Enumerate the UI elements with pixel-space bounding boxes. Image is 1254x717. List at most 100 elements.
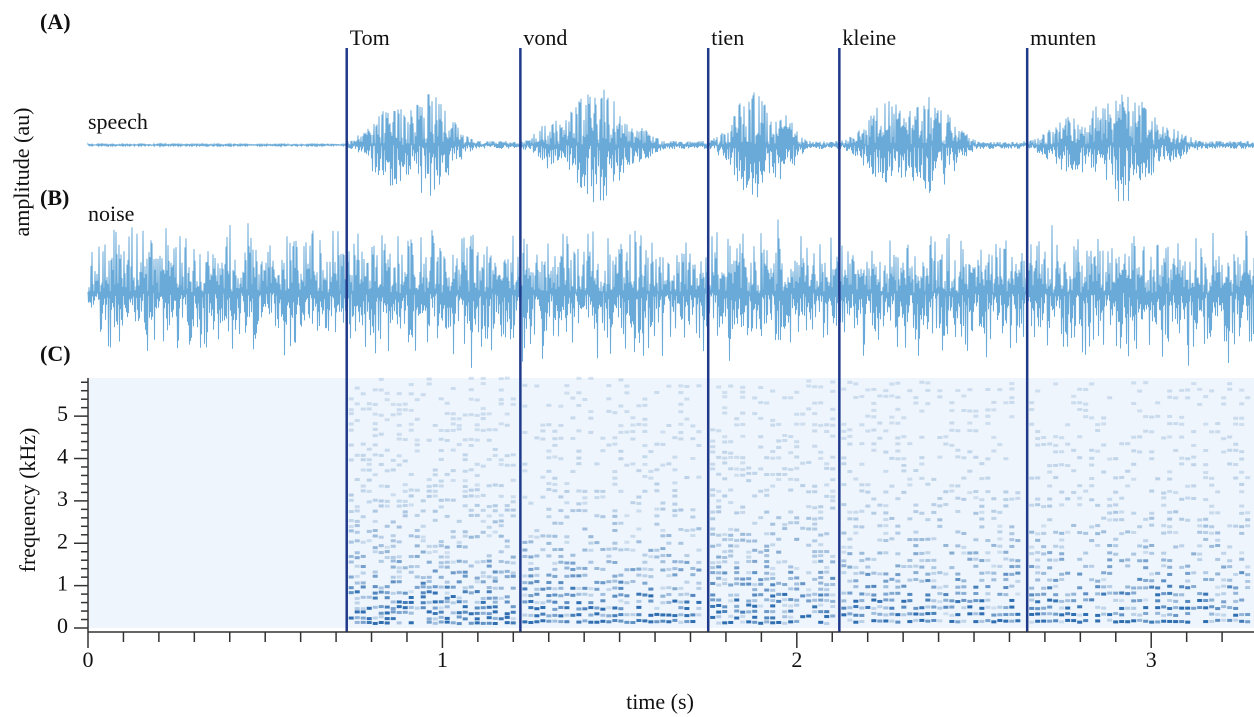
spectrogram-cell [1233,613,1239,617]
spectrogram-cell [618,573,624,577]
spectrogram-cell [480,508,486,512]
spectrogram-cell [1203,449,1209,453]
spectrogram-cell [660,619,666,623]
noise-waveform [87,219,1254,368]
spectrogram-cell [672,599,678,603]
spectrogram-cell [534,384,540,388]
spectrogram-cell [907,389,913,393]
spectrogram-cell [734,511,740,515]
spectrogram-cell [758,516,764,520]
spectrogram-cell [630,613,636,617]
spectrogram-cell [794,466,800,470]
spectrogram-cell [444,472,450,476]
spectrogram-cell [510,514,516,518]
spectrogram-cell [570,553,576,557]
spectrogram-cell [678,422,684,426]
spectrogram-cell [594,489,600,493]
spectrogram-cell [684,554,690,558]
spectrogram-cell [1113,457,1119,461]
spectrogram-cell [841,531,847,535]
spectrogram-cell [722,395,728,399]
spectrogram-cell [1137,586,1143,590]
spectrogram-cell [486,554,492,558]
spectrogram-cell [830,380,836,384]
spectrogram-cell [360,540,366,544]
spectrogram-cell [660,442,666,446]
spectrogram-cell [1053,530,1059,534]
spectrogram-cell [372,596,378,600]
spectrogram-cell [600,547,606,551]
spectrogram-cell [426,585,432,589]
spectrogram-cell [806,505,812,509]
spectrogram-cell [847,552,853,556]
spectrogram-cell [546,586,552,590]
spectrogram-cell [360,610,366,614]
spectrogram-cell [672,436,678,440]
spectrogram-cell [1161,531,1167,535]
spectrogram-cell [1137,435,1143,439]
spectrogram-cell [504,600,510,604]
spectrogram-cell [710,517,716,521]
spectrogram-cell [728,455,734,459]
spectrogram-cell [1161,524,1167,528]
spectrogram-cell [408,488,414,492]
spectrogram-cell [734,544,740,548]
spectrogram-cell [1191,496,1197,500]
spectrogram-cell [770,456,776,460]
spectrogram-cell [1035,476,1041,480]
spectrogram-cell [612,470,618,474]
spectrogram-cell [690,620,696,624]
spectrogram-cell [1167,525,1173,529]
spectrogram-cell [1071,599,1077,603]
spectrogram-cell [504,423,510,427]
spectrogram-cell [788,451,794,455]
spectrogram-cell [1203,476,1209,480]
spectrogram-cell [997,550,1003,554]
spectrogram-cell [818,593,824,597]
spectrogram-cell [925,605,931,609]
spectrogram-cell [546,534,552,538]
spectrogram-cell [1149,430,1155,434]
spectrogram-cell [1009,544,1015,548]
spectrogram-cell [474,580,480,584]
spectrogram-cell [883,469,889,473]
spectrogram-cell [901,613,907,617]
spectrogram-cell [841,429,847,433]
spectrogram-cell [642,619,648,623]
spectrogram-cell [841,613,847,617]
spectrogram-cell [510,508,516,512]
spectrogram-cell [426,620,432,624]
spectrogram-cell [396,408,402,412]
spectrogram-cell [642,429,648,433]
spectrogram-cell [1107,396,1113,400]
spectrogram-cell [384,556,390,560]
spectrogram-cell [722,578,728,582]
spectrogram-cell [776,592,782,596]
spectrogram-cell [800,422,806,426]
spectrogram-cell [1239,402,1245,406]
spectrogram-cell [1209,619,1215,623]
spectrogram-cell [504,463,510,467]
spectrogram-cell [824,615,830,619]
spectrogram-cell [871,593,877,597]
spectrogram-cell [540,601,546,605]
spectrogram-cell [722,406,728,410]
spectrogram-cell [426,478,432,482]
spectrogram-cell [630,620,636,624]
spectrogram-cell [973,511,979,515]
spectrogram-cell [534,592,540,596]
spectrogram-cell [354,386,360,390]
spectrogram-cell [752,620,758,624]
spectrogram-cell [564,592,570,596]
spectrogram-cell [438,615,444,619]
spectrogram-cell [853,531,859,535]
spectrogram-cell [528,540,534,544]
spectrogram-cell [660,586,666,590]
spectrogram-cell [576,462,582,466]
spectrogram-cell [1047,586,1053,590]
spectrogram-cell [624,384,630,388]
spectrogram-cell [480,428,486,432]
spectrogram-cell [408,595,414,599]
spectrogram-cell [931,571,937,575]
spectrogram-cell [372,621,378,625]
